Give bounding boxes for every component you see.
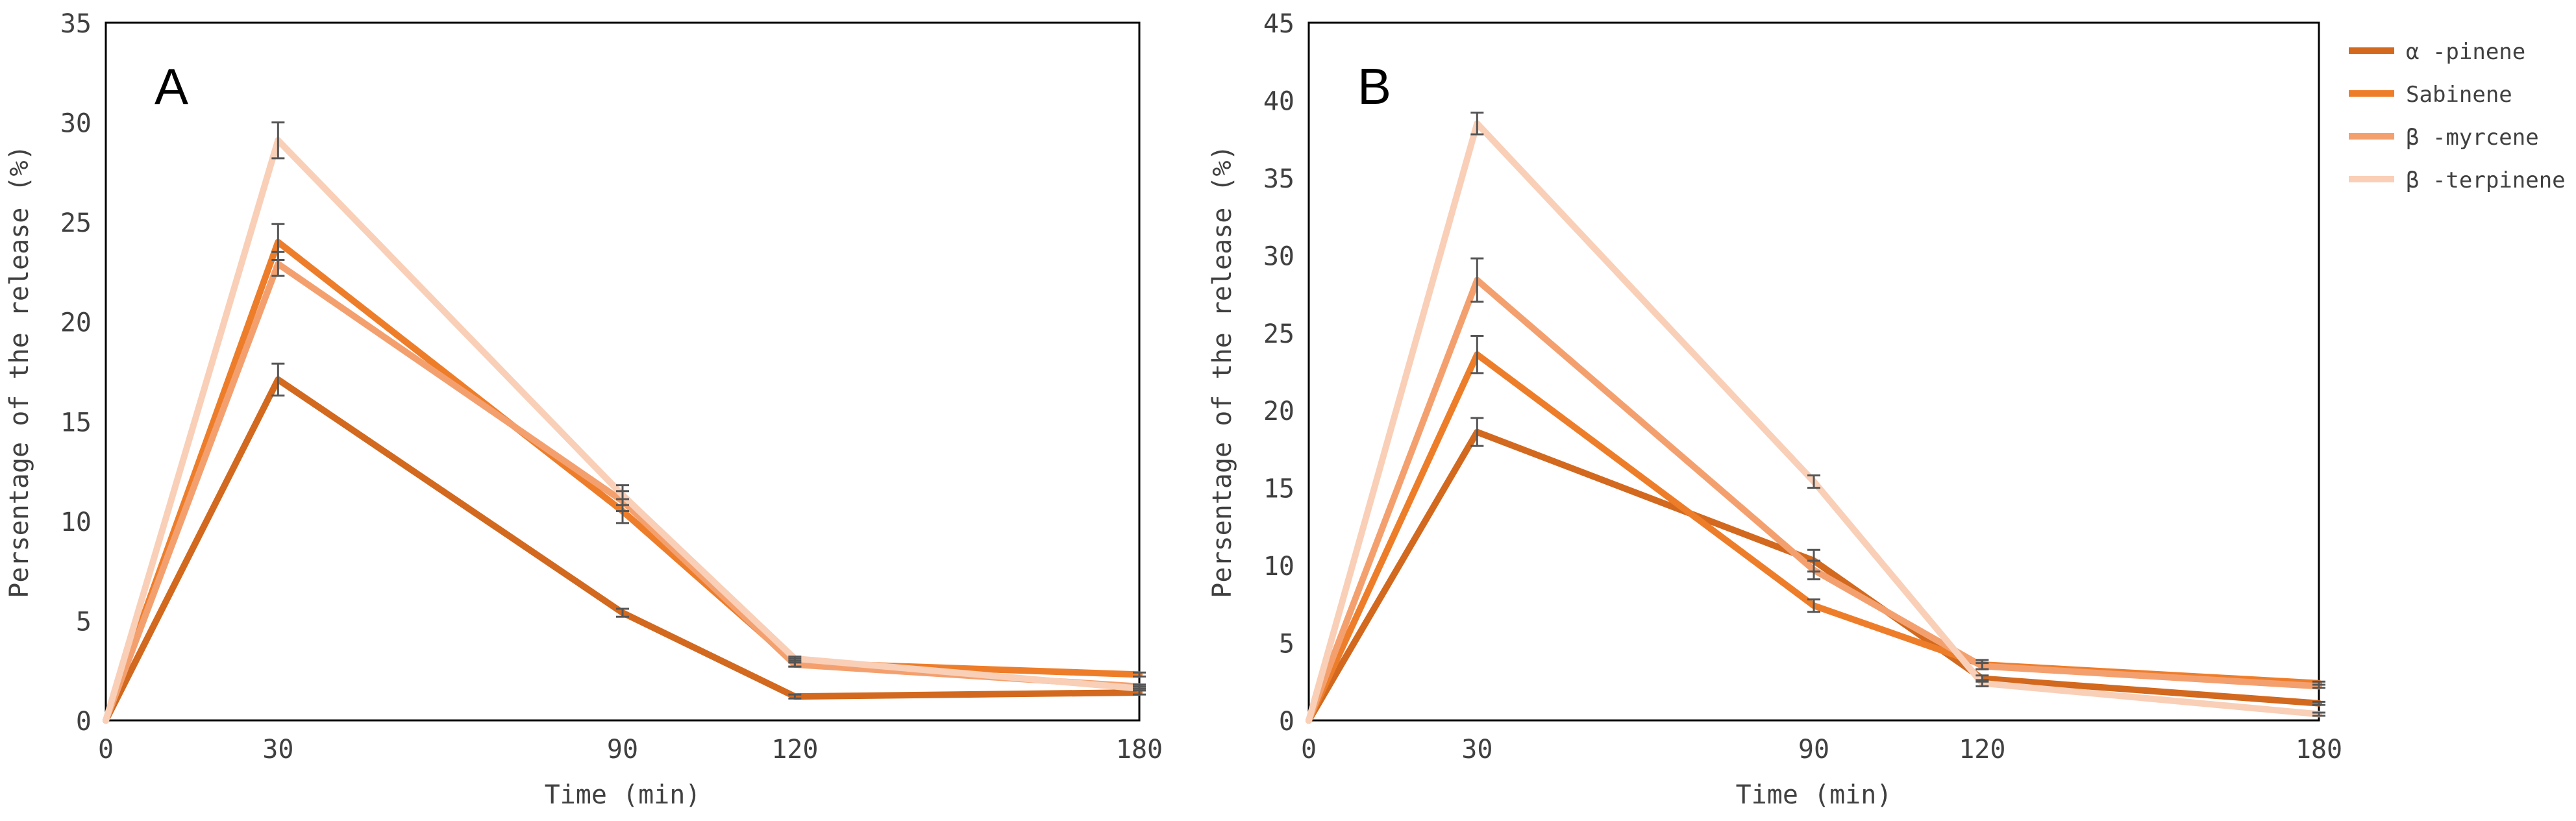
y-tick-label: 0: [76, 707, 92, 737]
y-tick-label: 45: [1263, 9, 1294, 39]
x-tick-label: 30: [1461, 735, 1492, 765]
y-tick-label: 25: [1263, 319, 1294, 349]
y-tick-label: 40: [1263, 86, 1294, 116]
y-tick-label: 0: [1279, 707, 1294, 737]
y-tick-label: 10: [60, 508, 92, 537]
x-tick-label: 180: [2296, 735, 2342, 765]
plot-frame: [1307, 21, 2320, 722]
chart-panel-a: 0 5 10 15 20 25 30 35 0 30 90 120 180 Time (min) Perse…: [5, 9, 1163, 810]
y-tick-label: 35: [60, 9, 92, 39]
y-tick-label: 25: [60, 208, 92, 238]
x-tick-label: 0: [1301, 735, 1317, 765]
plot-frame: [105, 21, 1141, 722]
series-line: [1306, 276, 2322, 724]
series-line: [103, 137, 1143, 724]
y-tick-label: 20: [1263, 397, 1294, 426]
y-tick-label: 5: [1279, 630, 1294, 659]
x-tick-label: 30: [262, 735, 293, 765]
x-axis-label: Time (min): [545, 780, 701, 810]
y-axis-label: Persentage of the release (%): [5, 145, 34, 598]
x-tick-label: 90: [1798, 735, 1829, 765]
y-tick-label: 30: [1263, 241, 1294, 271]
panel-label: B: [1357, 58, 1391, 115]
x-tick-label: 90: [607, 735, 638, 765]
x-tick-label: 180: [1116, 735, 1163, 765]
y-tick-label: 5: [76, 607, 92, 637]
x-tick-label: 120: [771, 735, 818, 765]
y-axis-label: Persentage of the release (%): [1208, 145, 1237, 598]
legend-label: α -pinene: [2406, 39, 2525, 65]
y-tick-label: 30: [60, 109, 92, 139]
legend: α -pinene Sabinene β -myrcene β -terpinene: [2349, 39, 2566, 193]
x-axis-label: Time (min): [1736, 780, 1892, 810]
legend-label: β -myrcene: [2406, 125, 2539, 151]
y-tick-label: 15: [60, 408, 92, 437]
y-tick-label: 35: [1263, 164, 1294, 194]
series-line: [1306, 351, 2322, 724]
x-tick-label: 0: [98, 735, 114, 765]
legend-label: β -terpinene: [2406, 167, 2566, 193]
y-tick-label: 10: [1263, 552, 1294, 582]
series-line: [1306, 120, 2322, 724]
x-tick-label: 120: [1959, 735, 2005, 765]
panel-label: A: [155, 58, 188, 115]
y-tick-label: 20: [60, 308, 92, 338]
legend-label: Sabinene: [2406, 82, 2512, 108]
chart-panel-b: 0 5 10 15 20 25 30 35 40 45 0 30 90 120 180 Time (min) P…: [1208, 9, 2342, 810]
y-tick-label: 15: [1263, 474, 1294, 504]
